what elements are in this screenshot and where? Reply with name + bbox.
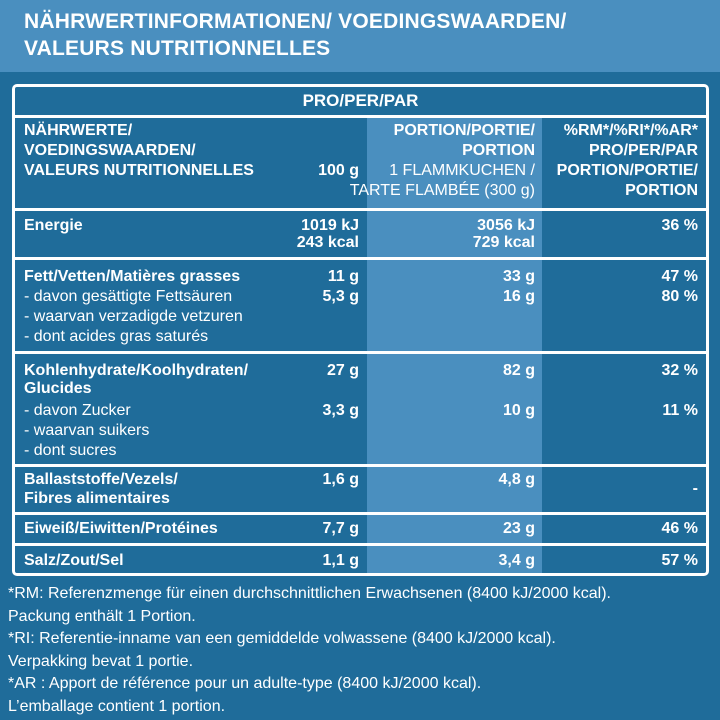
- footnote-line: *RM: Referenzmenge für einen durchschnit…: [8, 585, 611, 602]
- col1-header-line-3: VALEURS NUTRITIONNELLES: [24, 162, 254, 179]
- protein-100g: 7,7 g: [322, 520, 359, 537]
- energy-portion-kcal: 729 kcal: [472, 234, 535, 251]
- col1-header-line-2: VOEDINGSWAARDEN/: [24, 142, 196, 159]
- footnote-line: *AR : Apport de référence pour un adulte…: [8, 675, 482, 692]
- energy-100g-kcal: 243 kcal: [296, 234, 359, 251]
- salt-percent: 57 %: [661, 552, 698, 569]
- fat-label: Fett/Vetten/Matières grasses: [24, 268, 241, 285]
- col3-header-line-1: PORTION/PORTIE/: [393, 122, 535, 139]
- col3-header-line-2: PORTION: [462, 142, 535, 159]
- col2-header: 100 g: [318, 162, 359, 179]
- saturated-fat-portion: 16 g: [502, 288, 535, 305]
- protein-portion: 23 g: [502, 520, 535, 537]
- saturated-fat-label-de: - davon gesättigte Fettsäuren: [24, 288, 233, 305]
- protein-label: Eiweiß/Eiwitten/Protéines: [24, 520, 218, 537]
- footnote-line: Verpakking bevat 1 portie.: [8, 652, 194, 670]
- sugar-percent: 11 %: [662, 402, 698, 419]
- salt-portion: 3,4 g: [498, 552, 535, 569]
- sugar-100g: 3,3 g: [322, 402, 359, 419]
- col4-header-line-3: PORTION/PORTIE/: [556, 162, 698, 179]
- row-divider: [15, 464, 706, 467]
- sugar-label-fr: - dont sucres: [24, 442, 117, 459]
- row-divider: [15, 512, 706, 515]
- carbs-percent: 32 %: [661, 362, 698, 379]
- salt-100g: 1,1 g: [322, 552, 359, 569]
- energy-portion-kj: 3056 kJ: [477, 217, 535, 234]
- carbs-portion: 82 g: [502, 362, 535, 379]
- fiber-percent: -: [692, 480, 698, 497]
- row-divider: [15, 257, 706, 260]
- fiber-label-line-2: Fibres alimentaires: [24, 490, 170, 507]
- footnote: *RM: Referenzmenge für einen durchschnit…: [8, 583, 611, 718]
- footnote-line: Packung enthält 1 Portion.: [8, 607, 196, 625]
- fiber-100g: 1,6 g: [322, 471, 359, 488]
- carbs-label-line-1: Kohlenhydrate/Koolhydraten/: [24, 362, 249, 379]
- fat-100g: 11 g: [327, 268, 359, 285]
- col4-header-line-2: PRO/PER/PAR: [588, 142, 698, 159]
- salt-label: Salz/Zout/Sel: [24, 552, 124, 569]
- row-divider: [15, 208, 706, 211]
- energy-percent: 36 %: [661, 217, 698, 234]
- saturated-fat-label-fr: - dont acides gras saturés: [24, 328, 209, 345]
- fiber-portion: 4,8 g: [498, 471, 535, 488]
- energy-label: Energie: [24, 217, 83, 234]
- col3-header-line-4: TARTE FLAMBÉE (300 g): [349, 182, 535, 199]
- saturated-fat-percent: 80 %: [661, 288, 698, 305]
- row-divider: [15, 543, 706, 546]
- row-divider: [15, 351, 706, 354]
- col4-header-line-1: %RM*/%RI*/%AR*: [563, 122, 698, 139]
- footnote-line: *RI: Referentie-inname van een gemiddeld…: [8, 630, 556, 647]
- energy-100g-kj: 1019 kJ: [301, 217, 359, 234]
- col4-header-line-4: PORTION: [625, 182, 698, 199]
- title-line-1: NÄHRWERTINFORMATIONEN/ VOEDINGSWAARDEN/: [24, 10, 567, 33]
- saturated-fat-label-nl: - waarvan verzadigde vetzuren: [24, 308, 243, 325]
- fat-percent: 47 %: [661, 268, 698, 285]
- footnote-line: L’emballage contient 1 portion.: [8, 697, 226, 715]
- portion-column-highlight: [367, 118, 542, 573]
- carbs-label-line-2: Glucides: [24, 380, 92, 397]
- per-header: PRO/PER/PAR: [15, 87, 706, 118]
- fiber-label-line-1: Ballaststoffe/Vezels/: [24, 471, 178, 488]
- carbs-100g: 27 g: [326, 362, 359, 379]
- fat-portion: 33 g: [502, 268, 535, 285]
- col1-header-line-1: NÄHRWERTE/: [24, 122, 133, 139]
- col3-header-line-3: 1 FLAMMKUCHEN /: [389, 162, 535, 179]
- protein-percent: 46 %: [661, 520, 698, 537]
- nutrition-table: PRO/PER/PAR NÄHRWERTE/ VOEDINGSWAARDEN/ …: [12, 84, 709, 576]
- sugar-label-de: - davon Zucker: [24, 402, 131, 419]
- sugar-portion: 10 g: [502, 402, 535, 419]
- saturated-fat-100g: 5,3 g: [322, 288, 359, 305]
- sugar-label-nl: - waarvan suikers: [24, 422, 150, 439]
- title-line-2: VALEURS NUTRITIONNELLES: [24, 37, 331, 60]
- title-banner: NÄHRWERTINFORMATIONEN/ VOEDINGSWAARDEN/ …: [0, 0, 720, 72]
